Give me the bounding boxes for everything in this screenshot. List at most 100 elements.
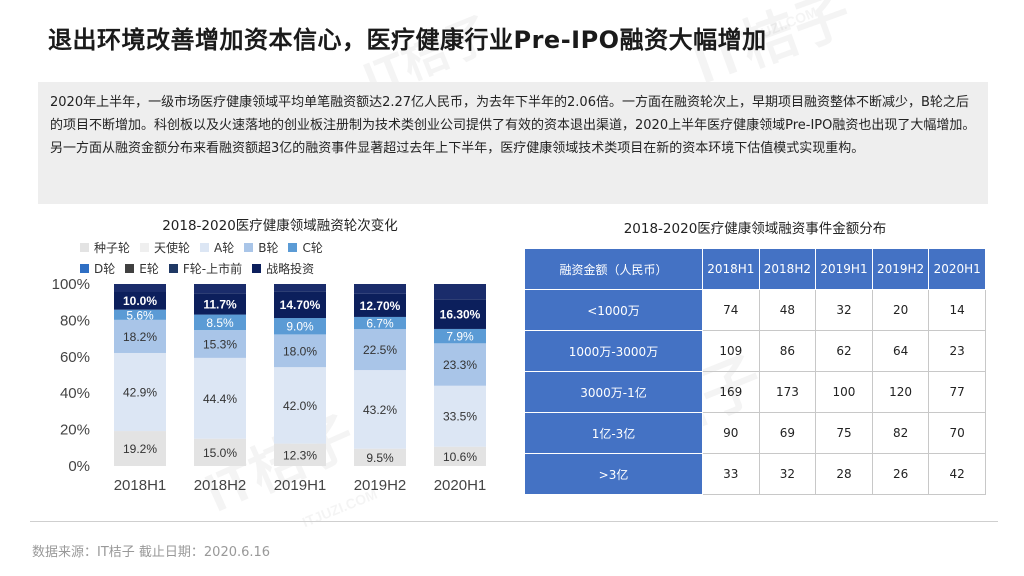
bar-data-label: 14.70%	[280, 298, 321, 312]
table-cell: 75	[815, 412, 873, 454]
x-tick-label: 2018H2	[194, 477, 247, 494]
bar-segment	[194, 284, 246, 294]
table-cell: 32	[758, 453, 817, 495]
bar-segment	[114, 431, 166, 466]
bar-segment	[354, 448, 406, 466]
y-tick-label: 100%	[52, 276, 90, 293]
x-tick-label: 2019H2	[354, 477, 407, 494]
source-note: 数据来源：IT桔子 截止日期：2020.6.16	[32, 545, 271, 560]
bar-data-label: 15.3%	[203, 337, 237, 351]
legend-item: 天使轮	[140, 239, 190, 256]
legend-label: D轮	[94, 262, 116, 276]
bar-data-label: 12.70%	[360, 299, 401, 313]
bar-segment	[354, 316, 406, 330]
table-cell: 20	[871, 289, 930, 331]
bar-segment	[354, 329, 406, 371]
legend-label: C轮	[302, 241, 323, 255]
table-cell: 86	[758, 330, 817, 372]
table-cell: 64	[871, 330, 930, 372]
bar-data-label: 23.3%	[443, 358, 477, 372]
bar-data-label: 12.3%	[283, 448, 317, 462]
table-cell: 28	[815, 453, 873, 495]
y-tick-label: 40%	[60, 385, 90, 402]
table-row: <1000万 74 48 32 20 14	[524, 289, 986, 331]
legend-swatch	[288, 243, 298, 252]
table-cell: 32	[815, 289, 873, 331]
y-tick-label: 80%	[60, 312, 90, 329]
bar-segment	[274, 443, 326, 466]
bar-data-label: 9.5%	[366, 451, 394, 465]
bar-segment	[274, 284, 326, 292]
legend-row: D轮 E轮 F轮-上市前 战略投资	[80, 258, 420, 279]
legend-item: C轮	[288, 239, 323, 256]
footer-divider	[30, 521, 998, 522]
legend-item: 战略投资	[252, 260, 314, 277]
bar-segment	[274, 367, 326, 444]
table-row-label: >3亿	[524, 453, 703, 495]
bar-data-label: 11.7%	[203, 297, 237, 311]
x-tick-label: 2019H1	[274, 477, 327, 494]
bar-segment	[434, 284, 486, 300]
legend-item: A轮	[200, 239, 234, 256]
bar-segment	[434, 385, 486, 447]
y-tick-label: 60%	[60, 349, 90, 366]
bar-segment	[274, 291, 326, 319]
y-tick-label: 20%	[60, 422, 90, 439]
bar-segment	[354, 284, 406, 294]
summary-text: 2020年上半年，一级市场医疗健康领域平均单笔融资额达2.27亿人民币，为去年下…	[38, 82, 988, 204]
table-row-label: <1000万	[524, 289, 703, 331]
table-cell: 169	[702, 371, 760, 413]
bar-data-label: 42.9%	[123, 386, 157, 400]
bar-data-label: 19.2%	[123, 442, 157, 456]
table-cell: 74	[702, 289, 760, 331]
bar-segment	[194, 438, 246, 466]
legend-swatch	[80, 264, 89, 273]
legend-item: 种子轮	[80, 239, 130, 256]
chart-legend: 种子轮 天使轮 A轮 B轮 C轮 D轮 E轮 F轮-上市前 战略投资	[80, 237, 420, 279]
table-header-cell: 2018H1	[702, 248, 760, 290]
legend-row: 种子轮 天使轮 A轮 B轮 C轮	[80, 237, 420, 258]
table-cell: 48	[758, 289, 817, 331]
table-row: 1亿-3亿 90 69 75 82 70	[524, 412, 986, 454]
legend-label: F轮-上市前	[182, 262, 243, 276]
bar-segment	[274, 334, 326, 368]
legend-label: E轮	[139, 262, 159, 276]
legend-label: B轮	[258, 241, 279, 255]
bar-segment	[194, 330, 246, 358]
table-cell: 100	[815, 371, 873, 413]
bar-segment	[194, 357, 246, 439]
bar-data-label: 42.0%	[283, 399, 317, 413]
bar-data-label: 33.5%	[443, 410, 477, 424]
bar-data-label: 10.6%	[443, 450, 477, 464]
table-row: 1000万-3000万 109 86 62 64 23	[524, 330, 986, 372]
bar-chart: 0%20%40%60%80%100%19.2%42.9%18.2%5.6%10.…	[52, 276, 487, 494]
legend-swatch	[80, 243, 89, 252]
bar-data-label: 22.5%	[363, 343, 397, 357]
bar-segment	[274, 318, 326, 335]
table-header-cell: 2019H1	[815, 248, 873, 290]
table-title: 2018-2020医疗健康领域融资事件金额分布	[623, 221, 887, 237]
legend-swatch	[168, 264, 178, 273]
bar-segment	[434, 299, 486, 329]
bar-segment	[354, 293, 406, 317]
table-header-cell: 2019H2	[871, 248, 930, 290]
bar-data-label: 9.0%	[286, 320, 314, 334]
legend-item: D轮	[80, 260, 115, 277]
table-cell: 173	[758, 371, 817, 413]
bar-data-label: 6.7%	[366, 317, 394, 331]
table-cell: 70	[928, 412, 986, 454]
bar-data-label: 8.5%	[206, 316, 234, 330]
legend-swatch	[140, 243, 150, 252]
table-cell: 26	[871, 453, 930, 495]
bar-data-label: 10.0%	[123, 294, 157, 308]
table-header-row: 融资金额（人民币） 2018H1 2018H2 2019H1 2019H2 20…	[524, 248, 986, 290]
table-cell: 33	[702, 453, 760, 495]
bar-segment	[114, 352, 166, 432]
table-header-cell: 融资金额（人民币）	[524, 248, 703, 290]
table-row: >3亿 33 32 28 26 42	[524, 453, 986, 495]
table-cell: 90	[702, 412, 760, 454]
legend-item: B轮	[244, 239, 278, 256]
table-cell: 14	[928, 289, 986, 331]
table-row-label: 1000万-3000万	[524, 330, 703, 372]
legend-label: 战略投资	[266, 262, 315, 276]
